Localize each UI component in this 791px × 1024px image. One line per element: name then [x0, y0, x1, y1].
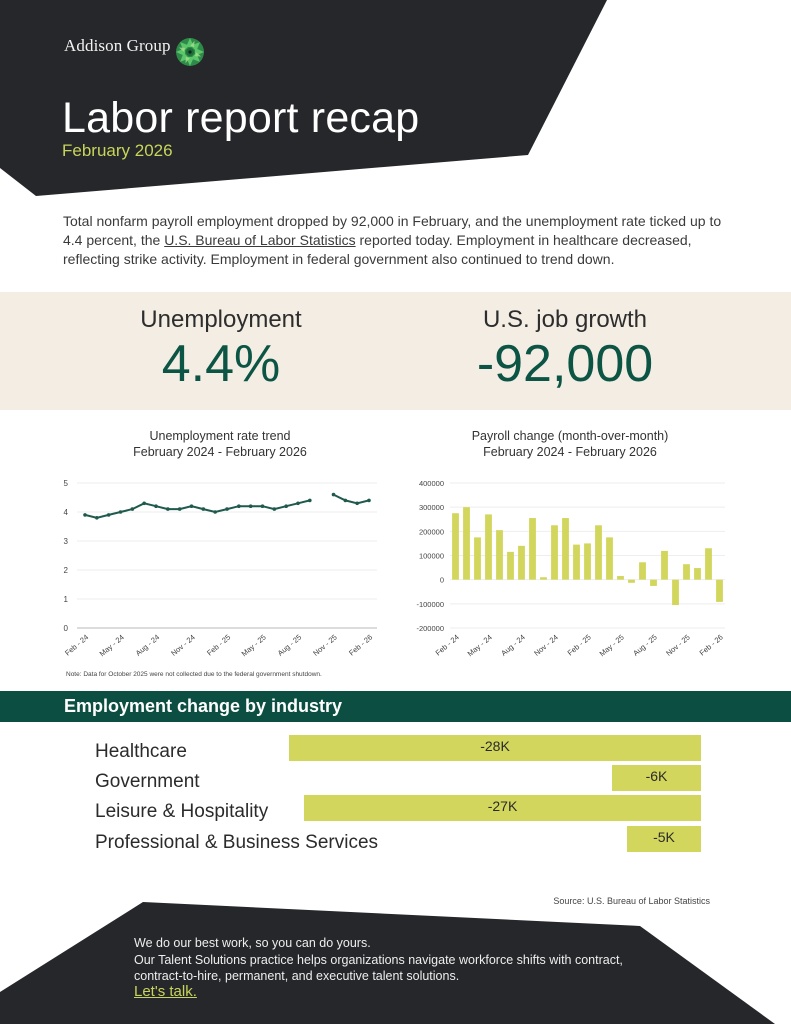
industry-value: -28K [480, 738, 510, 754]
intro-paragraph: Total nonfarm payroll employment dropped… [63, 212, 733, 269]
line-chart-title-text: Unemployment rate trend [149, 429, 291, 443]
line-chart-subtitle: February 2024 - February 2026 [133, 445, 307, 459]
intro-text-end: reported today. Employment in healthcare… [63, 232, 692, 267]
industry-bar: -5K [627, 826, 701, 852]
svg-text:300000: 300000 [419, 503, 444, 512]
svg-text:4: 4 [64, 508, 69, 517]
svg-text:Nov - 24: Nov - 24 [532, 633, 560, 658]
svg-text:400000: 400000 [419, 479, 444, 488]
bar-chart-title-text: Payroll change (month-over-month) [471, 429, 669, 443]
page-title: Labor report recap [62, 94, 420, 142]
svg-text:2: 2 [64, 566, 69, 575]
svg-text:Feb - 25: Feb - 25 [205, 633, 232, 658]
industry-value: -27K [487, 798, 518, 814]
kpi-unemployment-label: Unemployment [140, 306, 302, 333]
svg-text:Feb - 26: Feb - 26 [698, 633, 725, 658]
kpi-unemployment: Unemployment 4.4% [106, 306, 336, 394]
svg-text:May - 24: May - 24 [98, 633, 126, 659]
report-date: February 2026 [62, 141, 173, 160]
kpi-job-growth: U.S. job growth -92,000 [430, 306, 700, 394]
industry-label: Leisure & Hospitality [95, 801, 269, 822]
industry-bar: -6K [612, 765, 701, 791]
svg-text:Feb - 24: Feb - 24 [63, 633, 90, 658]
kpi-job-growth-label: U.S. job growth [482, 306, 648, 333]
kpi-band: Unemployment 4.4% U.S. job growth -92,00… [0, 292, 791, 410]
bar-chart-subtitle: February 2024 - February 2026 [483, 445, 657, 459]
svg-text:Feb - 26: Feb - 26 [347, 633, 374, 658]
svg-text:Feb - 24: Feb - 24 [434, 633, 461, 658]
svg-text:Aug - 25: Aug - 25 [276, 633, 304, 658]
footer-description: Our Talent Solutions practice helps orga… [134, 952, 623, 984]
svg-text:Aug - 24: Aug - 24 [134, 633, 162, 658]
svg-text:-200000: -200000 [416, 624, 444, 633]
svg-text:Feb - 25: Feb - 25 [566, 633, 593, 658]
industry-section-header: Employment change by industry [0, 691, 791, 722]
line-chart-title: Unemployment rate trend February 2024 - … [60, 428, 380, 460]
industry-label: Government [95, 771, 200, 792]
svg-text:3: 3 [64, 537, 69, 546]
footer-background-shape [0, 902, 775, 1024]
industry-row-healthcare: Healthcare -28K [0, 735, 791, 763]
svg-text:5: 5 [64, 479, 69, 488]
industry-label: Healthcare [95, 741, 187, 762]
svg-text:Nov - 25: Nov - 25 [664, 633, 692, 658]
payroll-bar-chart: -200000 -100000 0 100000 200000 300000 400000 F… [416, 479, 725, 659]
green-rosette-logo-icon [176, 38, 204, 66]
svg-text:200000: 200000 [419, 527, 444, 536]
svg-text:Nov - 25: Nov - 25 [311, 633, 339, 658]
industry-label: Professional & Business Services [95, 832, 379, 853]
svg-text:May - 24: May - 24 [466, 633, 494, 659]
source-citation: Source: U.S. Bureau of Labor Statistics [553, 896, 710, 906]
bls-link[interactable]: U.S. Bureau of Labor Statistics [164, 232, 356, 248]
header-background-shape [0, 0, 607, 196]
chart-note: Note: Data for October 2025 were not col… [66, 671, 322, 678]
bar-chart-title: Payroll change (month-over-month) Februa… [400, 428, 740, 460]
industry-value: -6K [645, 768, 668, 784]
industry-row-government: Government -6K [0, 765, 791, 793]
industry-section-title: Employment change by industry [64, 696, 343, 716]
kpi-job-growth-value: -92,000 [476, 335, 654, 393]
svg-text:-100000: -100000 [416, 600, 444, 609]
intro-text-start: Total nonfarm payroll employment dropped… [63, 213, 722, 248]
svg-text:Aug - 24: Aug - 24 [499, 633, 527, 658]
footer-tagline: We do our best work, so you can do yours… [134, 936, 371, 950]
industry-row-professional-business: Professional & Business Services -5K [0, 826, 791, 854]
industry-bar: -27K [304, 795, 701, 821]
svg-text:May - 25: May - 25 [598, 633, 626, 659]
svg-text:1: 1 [64, 595, 69, 604]
svg-text:Nov - 24: Nov - 24 [169, 633, 197, 658]
unemployment-line-chart: 0 1 2 3 4 5 Feb - 24 May - 24 Aug - 24 Nov - 24 Fe… [63, 479, 377, 659]
svg-text:100000: 100000 [419, 552, 444, 561]
industry-value: -5K [653, 829, 675, 845]
svg-text:0: 0 [64, 624, 69, 633]
svg-text:May - 25: May - 25 [240, 633, 268, 659]
brand-name: Addison Group [64, 36, 171, 55]
industry-bar: -28K [289, 735, 701, 761]
svg-text:Aug - 25: Aug - 25 [631, 633, 659, 658]
kpi-unemployment-value: 4.4% [161, 335, 281, 393]
svg-text:0: 0 [440, 576, 444, 585]
footer-message: We do our best work, so you can do yours… [134, 935, 654, 985]
brand-logo[interactable]: Addison Group [64, 36, 204, 66]
lets-talk-link[interactable]: Let's talk. [134, 983, 197, 1000]
industry-row-leisure-hospitality: Leisure & Hospitality -27K [0, 795, 791, 823]
